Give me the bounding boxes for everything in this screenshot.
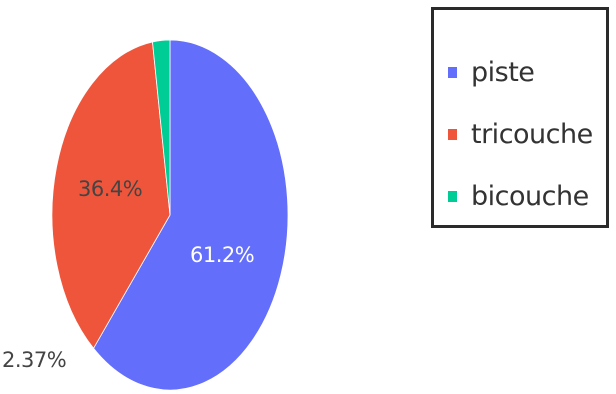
legend-label-piste: piste [471,56,535,88]
slice-label-piste: 61.2% [190,243,254,267]
pie-slice-tricouche[interactable] [51,41,171,350]
legend-label-bicouche: bicouche [471,180,589,212]
legend-label-tricouche: tricouche [471,118,593,150]
chart-legend: piste tricouche bicouche [431,7,609,228]
slice-label-bicouche: 2.37% [2,348,66,372]
pie-slice-piste[interactable] [93,39,289,391]
pie-slices [51,39,289,391]
legend-swatch-piste [448,66,457,78]
legend-item-piste[interactable]: piste [448,50,535,94]
pie-slice-bicouche[interactable] [152,39,171,216]
legend-item-bicouche[interactable]: bicouche [448,174,589,218]
legend-swatch-tricouche [448,128,457,140]
legend-swatch-bicouche [448,190,457,202]
legend-item-tricouche[interactable]: tricouche [448,112,593,156]
slice-label-tricouche: 36.4% [78,177,142,201]
